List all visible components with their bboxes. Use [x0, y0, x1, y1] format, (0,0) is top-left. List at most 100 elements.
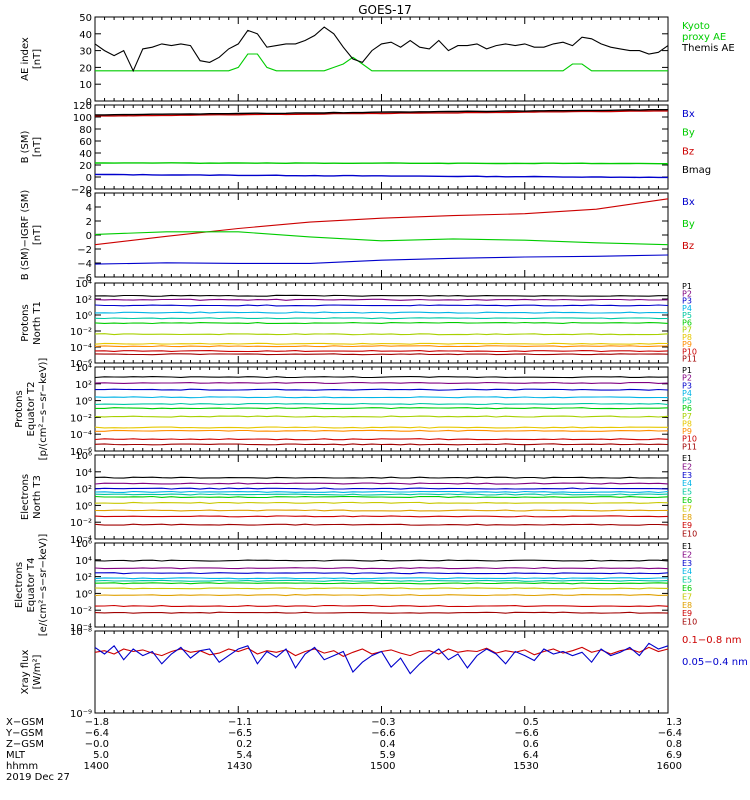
- legend-label: P3: [682, 381, 692, 390]
- series-line-Bx: [94, 173, 668, 179]
- footer-row-label: Y−GSM: [5, 728, 43, 739]
- y-tick-label: 20: [79, 161, 92, 172]
- footer-value: 6.9: [666, 750, 682, 761]
- legend-label: E9: [682, 521, 692, 530]
- legend-label: P5: [682, 311, 692, 320]
- panel-frame: [94, 16, 669, 102]
- footer-value: −0.0: [85, 739, 109, 750]
- y-axis-label: [e/(cm²−s−sr−keV)]: [38, 534, 49, 637]
- y-axis-label: North T1: [32, 301, 43, 345]
- y-tick-label: 10²: [75, 485, 92, 496]
- series-line-E1: [94, 476, 669, 479]
- footer-row-label: 2019 Dec 27: [6, 772, 70, 783]
- series-line-Bx: [94, 254, 669, 265]
- y-tick-label: 10⁰: [75, 501, 92, 512]
- y-axis-label: Equator T4: [26, 558, 37, 613]
- series-line-P9: [95, 429, 669, 432]
- series-line-E10: [94, 611, 669, 614]
- y-tick-label: 10⁻²: [70, 413, 92, 424]
- series-line-E5: [94, 493, 669, 496]
- legend-label: P11: [682, 355, 697, 364]
- y-tick-label: 0: [86, 231, 92, 242]
- series-line-E6: [94, 582, 669, 585]
- y-tick-label: 0: [86, 97, 92, 108]
- series-line-P4: [94, 396, 669, 399]
- series-line-P4: [94, 311, 669, 314]
- y-tick-label: 4: [86, 203, 92, 214]
- y-tick-label: 10²: [75, 573, 92, 584]
- legend-label: E5: [682, 488, 692, 497]
- y-tick-label: 60: [79, 137, 92, 148]
- y-tick-label: 80: [79, 125, 92, 136]
- y-tick-label: 100: [73, 113, 92, 124]
- y-tick-label: 10⁻⁶: [70, 359, 92, 370]
- y-axis-label: Xray flux: [20, 650, 31, 695]
- panel-protons_t2: 10⁻⁶ 10⁻⁴ 10⁻² 10⁰ 10² 10⁴ Protons Equator T2 [p…: [14, 358, 697, 461]
- series-line-P5: [94, 402, 669, 406]
- footer-row-label: X−GSM: [6, 717, 44, 728]
- footer-row-label: hhmm: [6, 761, 38, 772]
- footer-value: 1500: [370, 761, 395, 772]
- y-tick-label: −2: [77, 245, 92, 256]
- legend-label: P9: [682, 340, 692, 349]
- legend-label: E1: [682, 542, 692, 551]
- y-tick-label: 10⁴: [75, 363, 92, 374]
- legend-label: Bx: [682, 197, 695, 208]
- legend-label: P7: [682, 412, 692, 421]
- y-tick-label: 10⁰: [75, 589, 92, 600]
- y-axis-label: Equator T2: [26, 382, 37, 437]
- series-line-E4: [94, 490, 669, 494]
- series-line-Themis-AE: [94, 26, 669, 73]
- series-line-P3: [95, 388, 669, 391]
- legend-label: By: [682, 219, 695, 230]
- panel-frame: [94, 542, 669, 628]
- y-axis-label: [W/m²]: [32, 654, 43, 689]
- footer-value: 1600: [657, 761, 682, 772]
- panel-frame: [94, 630, 669, 714]
- footer-value: −1.8: [85, 717, 109, 728]
- series-line-P7: [94, 333, 669, 336]
- series-line-E3: [95, 572, 669, 575]
- series-line-E7: [94, 501, 669, 504]
- legend-label: Bmag: [682, 165, 711, 176]
- y-tick-label: −20: [71, 185, 92, 196]
- series-line-E1: [94, 559, 669, 562]
- y-tick-label: 10⁻²: [70, 606, 92, 617]
- series-line-E7: [94, 587, 669, 590]
- y-tick-label: 50: [79, 13, 92, 24]
- legend-label: Bx: [682, 109, 695, 120]
- legend-label: E2: [682, 462, 692, 471]
- legend-label: P8: [682, 419, 692, 428]
- legend-label: E1: [682, 454, 692, 463]
- legend-label: Bz: [682, 241, 694, 252]
- series-line-P3: [94, 304, 669, 307]
- y-axis-label: North T3: [32, 475, 43, 519]
- y-tick-label: −4: [77, 259, 92, 270]
- y-axis-label: B (SM)−IGRF (SM): [20, 190, 31, 281]
- legend-label: P5: [682, 397, 692, 406]
- footer-value: −1.1: [228, 717, 252, 728]
- legend-label: E7: [682, 504, 692, 513]
- legend-label: P1: [682, 282, 692, 291]
- y-axis-label: [p/(cm²−s−sr−keV)]: [38, 358, 49, 461]
- series-line-P8: [94, 342, 669, 345]
- y-axis-label: AE index: [20, 37, 31, 81]
- y-tick-label: 10⁰: [75, 311, 92, 322]
- y-tick-label: 10⁻⁴: [70, 623, 92, 634]
- footer-value: 5.4: [236, 750, 252, 761]
- y-tick-label: 10⁻⁹: [70, 709, 92, 720]
- legend-label: 0.05−0.4 nm: [682, 657, 748, 668]
- footer-value: 5.9: [380, 750, 396, 761]
- panel-electrons_t4: 10⁻⁴ 10⁻² 10⁰ 10² 10⁴ 10⁶ Electrons Equator T4[…: [14, 534, 697, 637]
- footer-value: 1530: [513, 761, 538, 772]
- legend-label: E2: [682, 550, 692, 559]
- series-line-P1: [94, 376, 669, 379]
- legend-label: E9: [682, 609, 692, 618]
- series-line-E4: [94, 577, 668, 580]
- y-tick-label: 10⁴: [75, 556, 92, 567]
- y-tick-label: 10⁻²: [70, 518, 92, 529]
- series-line-E10: [94, 523, 669, 526]
- series-line-E8: [94, 509, 669, 512]
